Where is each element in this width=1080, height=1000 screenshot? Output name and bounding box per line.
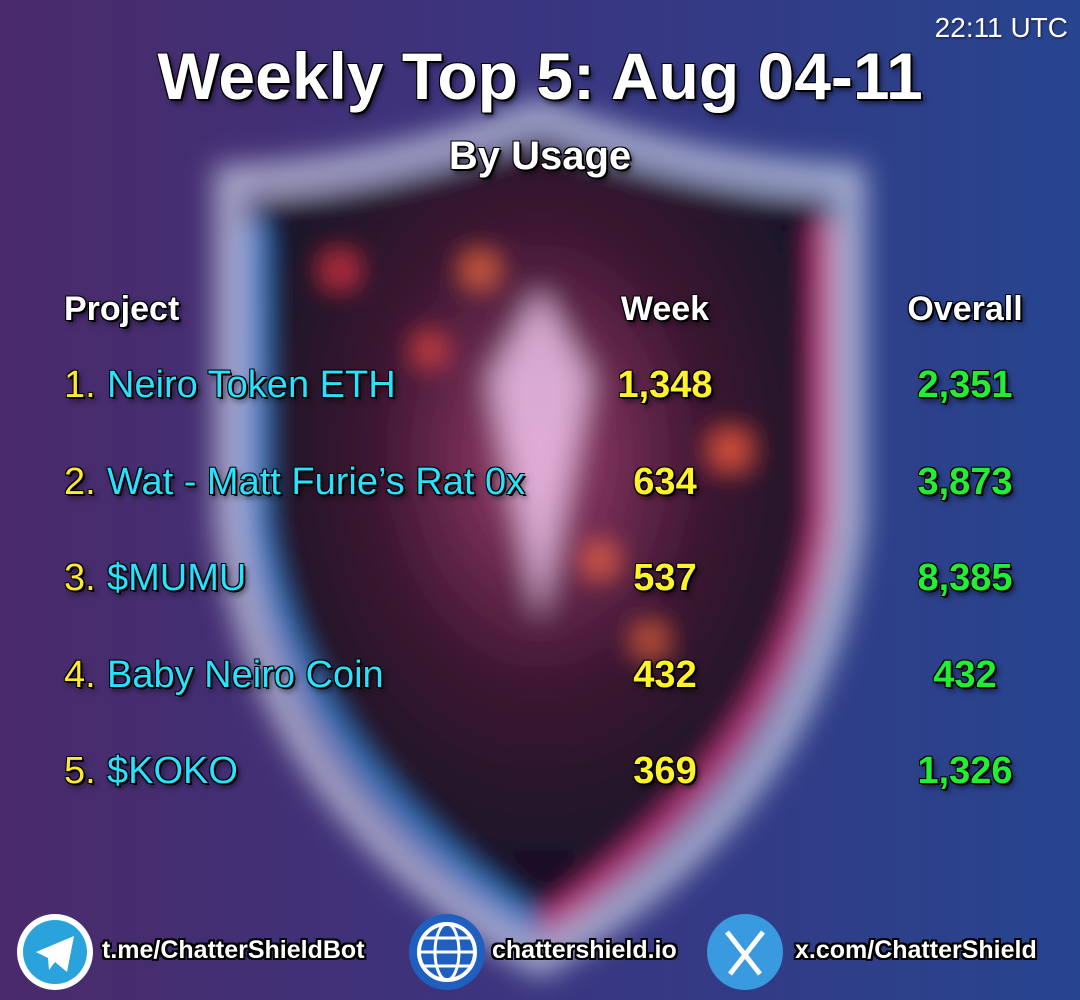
project-name: Baby Neiro Coin xyxy=(107,653,384,696)
overall-count: 8,385 xyxy=(917,557,1013,599)
week-count: 432 xyxy=(633,653,697,696)
overall-count: 432 xyxy=(933,653,997,696)
rank: 2. xyxy=(64,460,96,503)
project-name: $KOKO xyxy=(107,750,238,792)
telegram-link[interactable]: t.me/ChatterShieldBot xyxy=(102,936,365,964)
overall-count: 2,351 xyxy=(917,364,1013,406)
x-link[interactable]: x.com/ChatterShield xyxy=(795,936,1037,964)
title: Weekly Top 5: Aug 04-11 xyxy=(157,39,923,113)
project-name: $MUMU xyxy=(107,557,247,599)
timestamp: 22:11 UTC xyxy=(934,12,1068,43)
project-name: Neiro Token ETH xyxy=(107,364,396,406)
overall-count: 3,873 xyxy=(917,460,1013,503)
rank: 3. xyxy=(64,557,96,599)
week-count: 537 xyxy=(633,557,697,599)
week-count: 369 xyxy=(633,750,697,792)
telegram-icon xyxy=(17,914,93,990)
website-link[interactable]: chattershield.io xyxy=(492,936,677,964)
overall-count: 1,326 xyxy=(917,750,1013,792)
globe-icon xyxy=(409,914,485,990)
column-header: Project xyxy=(64,290,180,328)
column-header: Overall xyxy=(907,290,1023,328)
week-count: 1,348 xyxy=(617,364,713,406)
x-icon xyxy=(707,914,783,990)
week-count: 634 xyxy=(633,460,697,503)
rank: 4. xyxy=(64,653,96,696)
subtitle: By Usage xyxy=(448,134,632,178)
rank: 1. xyxy=(64,364,96,406)
project-name: Wat - Matt Furie’s Rat 0x xyxy=(107,460,526,503)
rank: 5. xyxy=(64,750,96,792)
column-header: Week xyxy=(620,290,710,328)
